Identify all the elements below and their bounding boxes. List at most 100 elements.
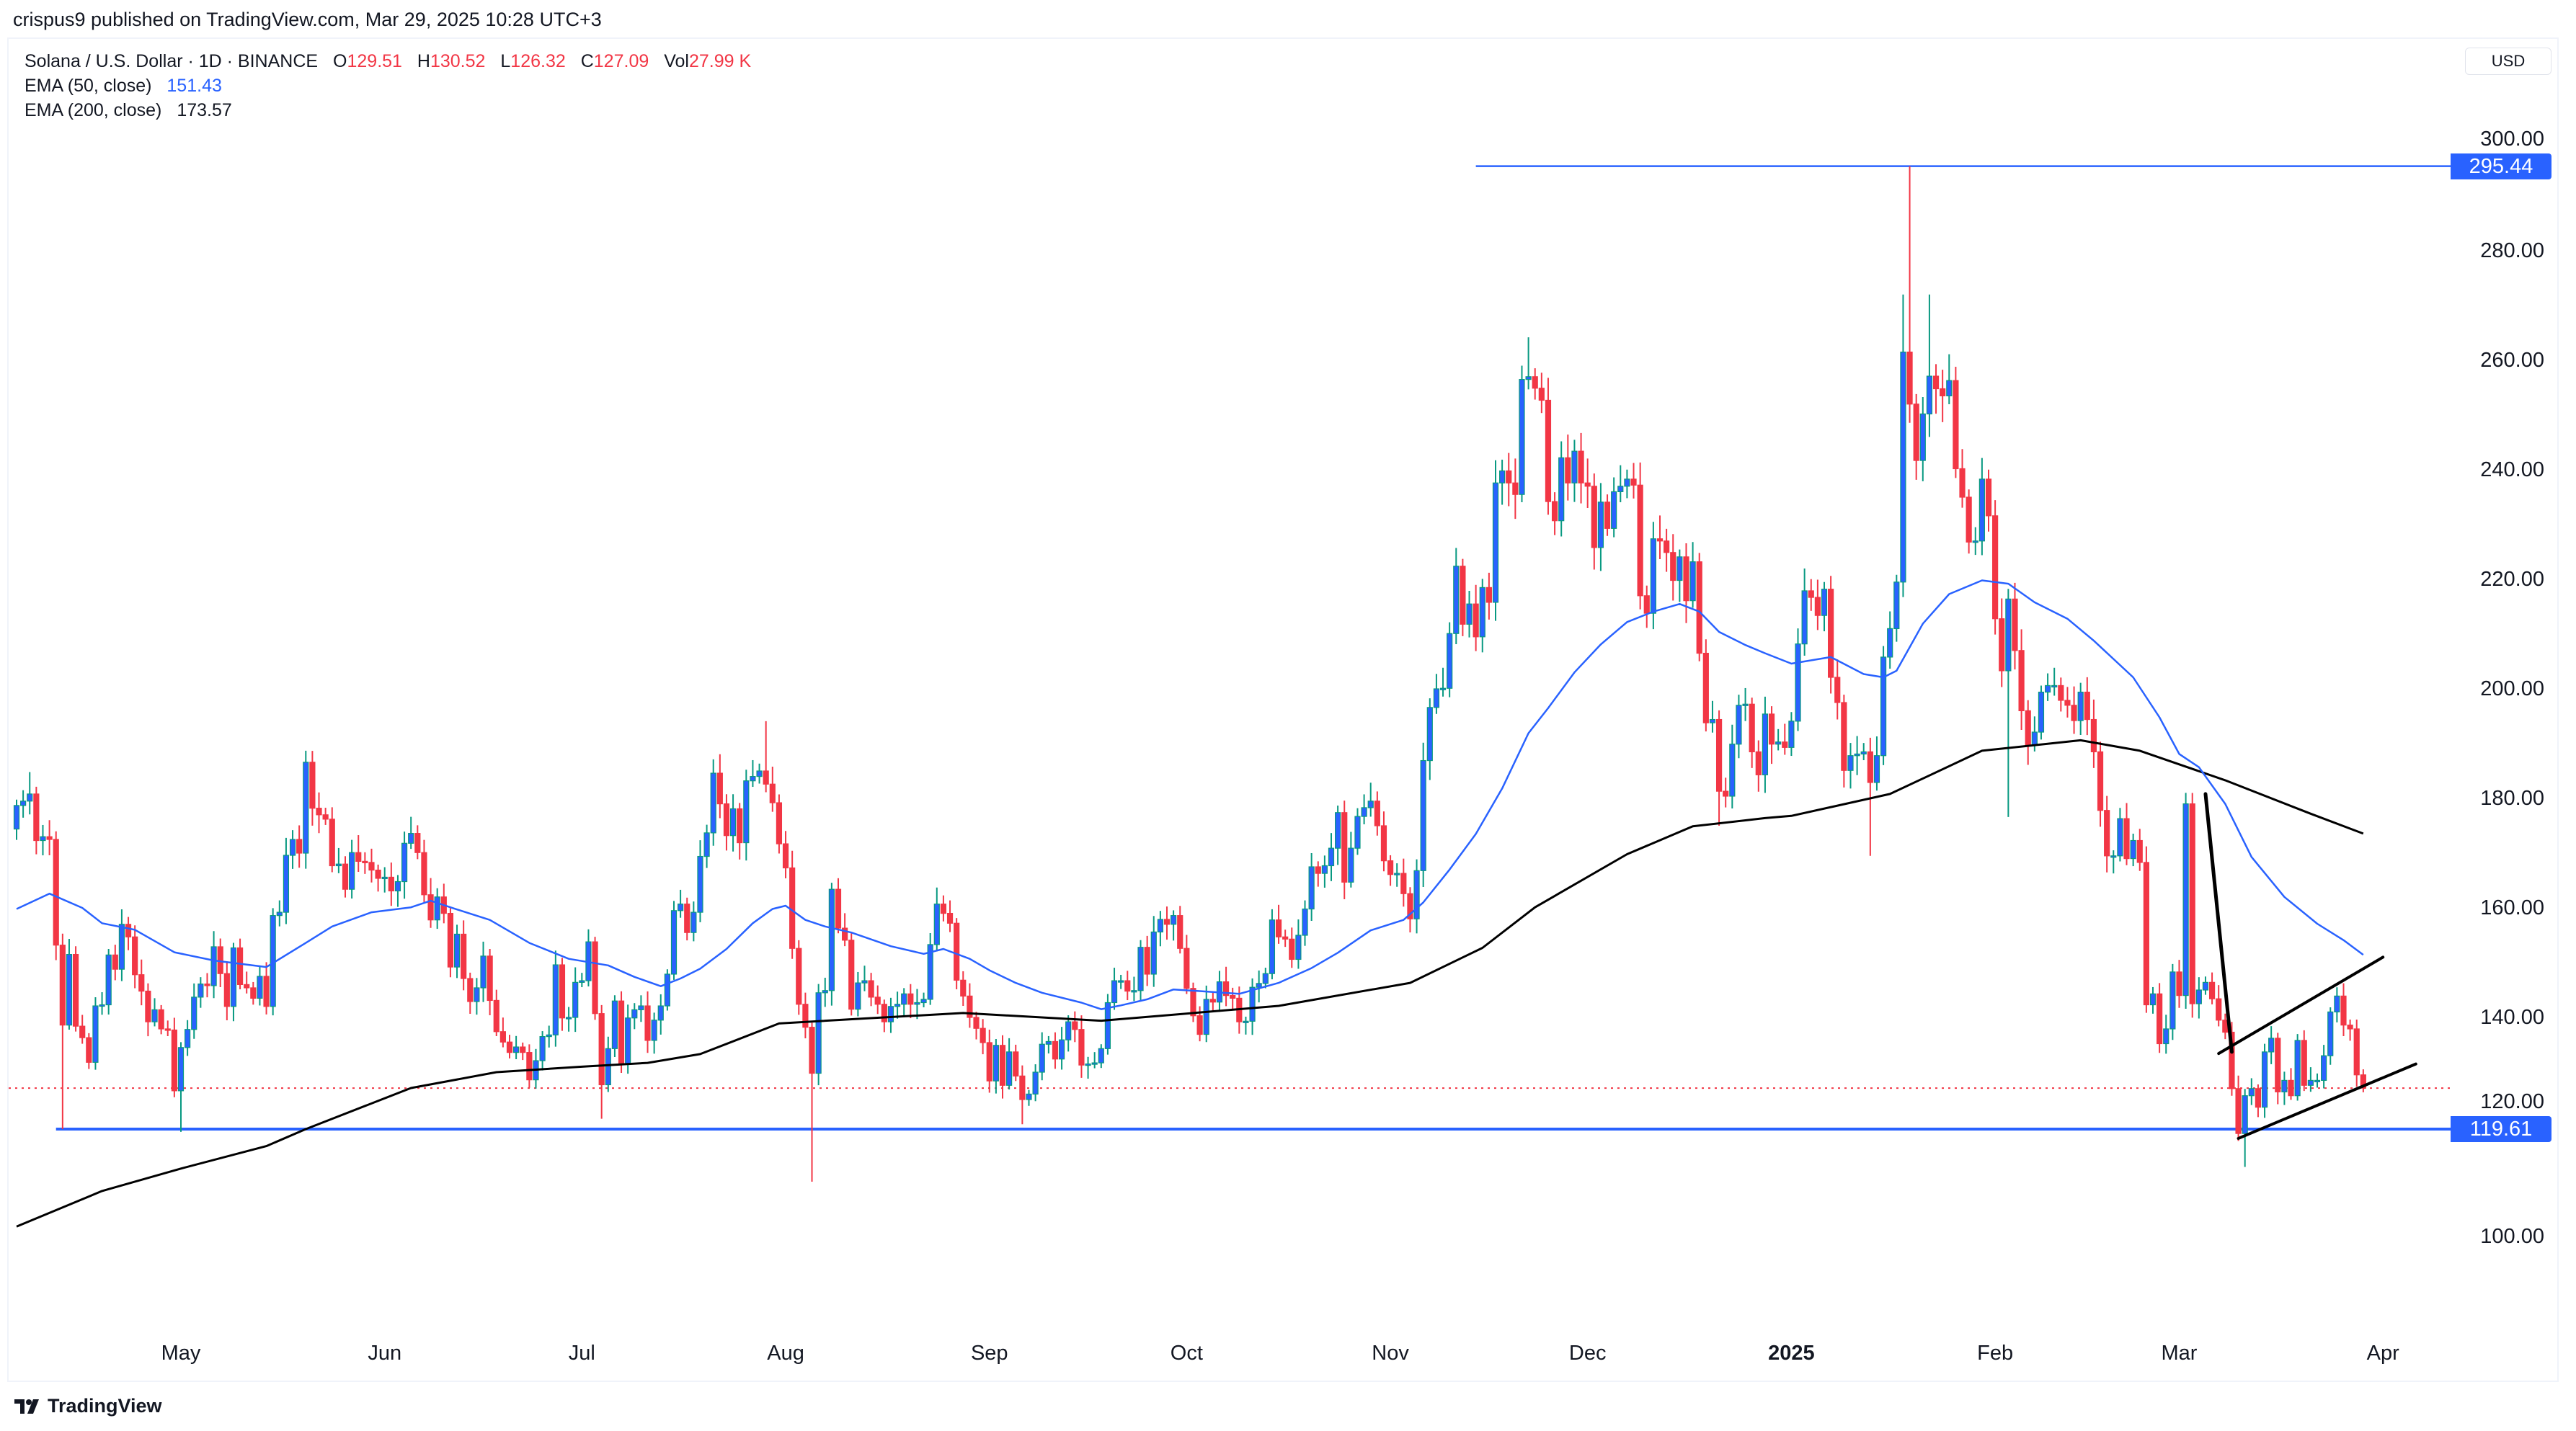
candle-body bbox=[1006, 1051, 1013, 1086]
horizontal-levels bbox=[9, 165, 2451, 1131]
candle bbox=[381, 867, 388, 893]
candle bbox=[1420, 742, 1426, 887]
candle-body bbox=[605, 1048, 611, 1086]
time-tick-label: Jul bbox=[568, 1342, 595, 1365]
candle-body bbox=[2261, 1051, 2268, 1108]
candle-body bbox=[1999, 618, 2005, 672]
candle bbox=[2038, 685, 2045, 740]
currency-button[interactable]: USD bbox=[2465, 48, 2551, 75]
candle-body bbox=[2307, 1079, 2314, 1086]
candle-body bbox=[1723, 790, 1729, 797]
candle bbox=[585, 929, 592, 986]
candle-body bbox=[737, 808, 743, 844]
candle bbox=[546, 1025, 552, 1048]
candle-body bbox=[1630, 478, 1637, 486]
candle bbox=[927, 933, 933, 1005]
candle-body bbox=[782, 843, 789, 869]
candle-body bbox=[1065, 1021, 1072, 1040]
ema50-line bbox=[16, 579, 2364, 1010]
candle-body bbox=[1282, 936, 1289, 940]
trendlines[interactable] bbox=[2203, 792, 2417, 1140]
candle-body bbox=[197, 984, 204, 998]
candle bbox=[1078, 1015, 1085, 1078]
candle bbox=[874, 985, 881, 1015]
candle bbox=[421, 839, 427, 902]
candle-body bbox=[651, 1020, 657, 1041]
legend-ema50-row[interactable]: EMA (50, close) 151.43 bbox=[25, 73, 751, 98]
candle bbox=[782, 831, 789, 878]
chart-frame bbox=[7, 37, 2559, 1382]
candle bbox=[809, 1022, 815, 1182]
candle-body bbox=[946, 912, 954, 924]
candle-body bbox=[960, 979, 967, 997]
candle bbox=[1026, 1089, 1032, 1106]
candle bbox=[1992, 500, 1999, 635]
high-value: 130.52 bbox=[430, 51, 486, 71]
candle-body bbox=[1137, 947, 1144, 991]
candle-body bbox=[861, 980, 868, 984]
time-tick-label: Mar bbox=[2161, 1342, 2198, 1365]
candle bbox=[1473, 584, 1479, 651]
candle bbox=[1439, 667, 1447, 697]
candle bbox=[2104, 795, 2110, 873]
candle bbox=[1966, 489, 1972, 554]
candle-body bbox=[2163, 1028, 2169, 1045]
legend-ema200-row[interactable]: EMA (200, close) 173.57 bbox=[25, 98, 751, 122]
time-tick-label: Nov bbox=[1372, 1342, 1409, 1365]
candle bbox=[210, 931, 217, 999]
candle bbox=[1072, 1011, 1078, 1043]
candle-body bbox=[729, 808, 737, 837]
candle-body bbox=[2044, 685, 2051, 693]
candle-body bbox=[2143, 862, 2149, 1006]
candle bbox=[743, 770, 750, 861]
candle-body bbox=[1091, 1062, 1098, 1065]
candle-body bbox=[1499, 470, 1506, 483]
candle-body bbox=[2268, 1038, 2275, 1053]
candle-body bbox=[59, 945, 66, 1026]
candle bbox=[657, 994, 664, 1035]
candle-body bbox=[2012, 598, 2018, 651]
candle-body bbox=[1243, 1020, 1249, 1023]
candle-body bbox=[2294, 1040, 2301, 1097]
candle bbox=[1479, 579, 1485, 653]
candle-body bbox=[204, 984, 210, 986]
tradingview-logo[interactable]: TradingView bbox=[14, 1395, 162, 1417]
candle-body bbox=[1308, 866, 1315, 910]
candle bbox=[434, 888, 440, 930]
candle bbox=[1795, 628, 1801, 731]
candle-body bbox=[1163, 919, 1171, 925]
candle-body bbox=[1072, 1021, 1078, 1030]
candle-body bbox=[447, 912, 454, 968]
time-tick-label: Feb bbox=[1977, 1342, 2014, 1365]
candle bbox=[480, 941, 487, 1002]
candle bbox=[1617, 465, 1624, 503]
candle-body bbox=[1032, 1071, 1039, 1095]
candle-body bbox=[690, 911, 697, 933]
price-tick-label: 200.00 bbox=[2480, 677, 2544, 700]
candle bbox=[368, 848, 375, 883]
candle-body bbox=[1203, 999, 1209, 1035]
candle bbox=[868, 973, 874, 1007]
candle-body bbox=[1144, 947, 1150, 975]
candle bbox=[670, 901, 678, 980]
candle-body bbox=[1591, 486, 1597, 548]
candle-body bbox=[2301, 1040, 2307, 1086]
candle-body bbox=[1131, 990, 1137, 993]
candle bbox=[1433, 674, 1440, 714]
candle bbox=[1163, 906, 1171, 940]
candle bbox=[1893, 574, 1900, 642]
candle-body bbox=[1565, 457, 1571, 483]
candle-body bbox=[1506, 470, 1512, 483]
candle bbox=[973, 1012, 980, 1040]
candle bbox=[1328, 833, 1335, 881]
candle bbox=[467, 972, 474, 1015]
candle bbox=[565, 1007, 572, 1032]
candle bbox=[2044, 673, 2051, 701]
candle-body bbox=[2169, 971, 2176, 1030]
channel-trendline bbox=[2237, 1062, 2417, 1140]
candle-body bbox=[2110, 855, 2117, 858]
candle-body bbox=[1808, 590, 1814, 598]
candle-body bbox=[1460, 566, 1466, 625]
candle bbox=[2143, 846, 2149, 1013]
